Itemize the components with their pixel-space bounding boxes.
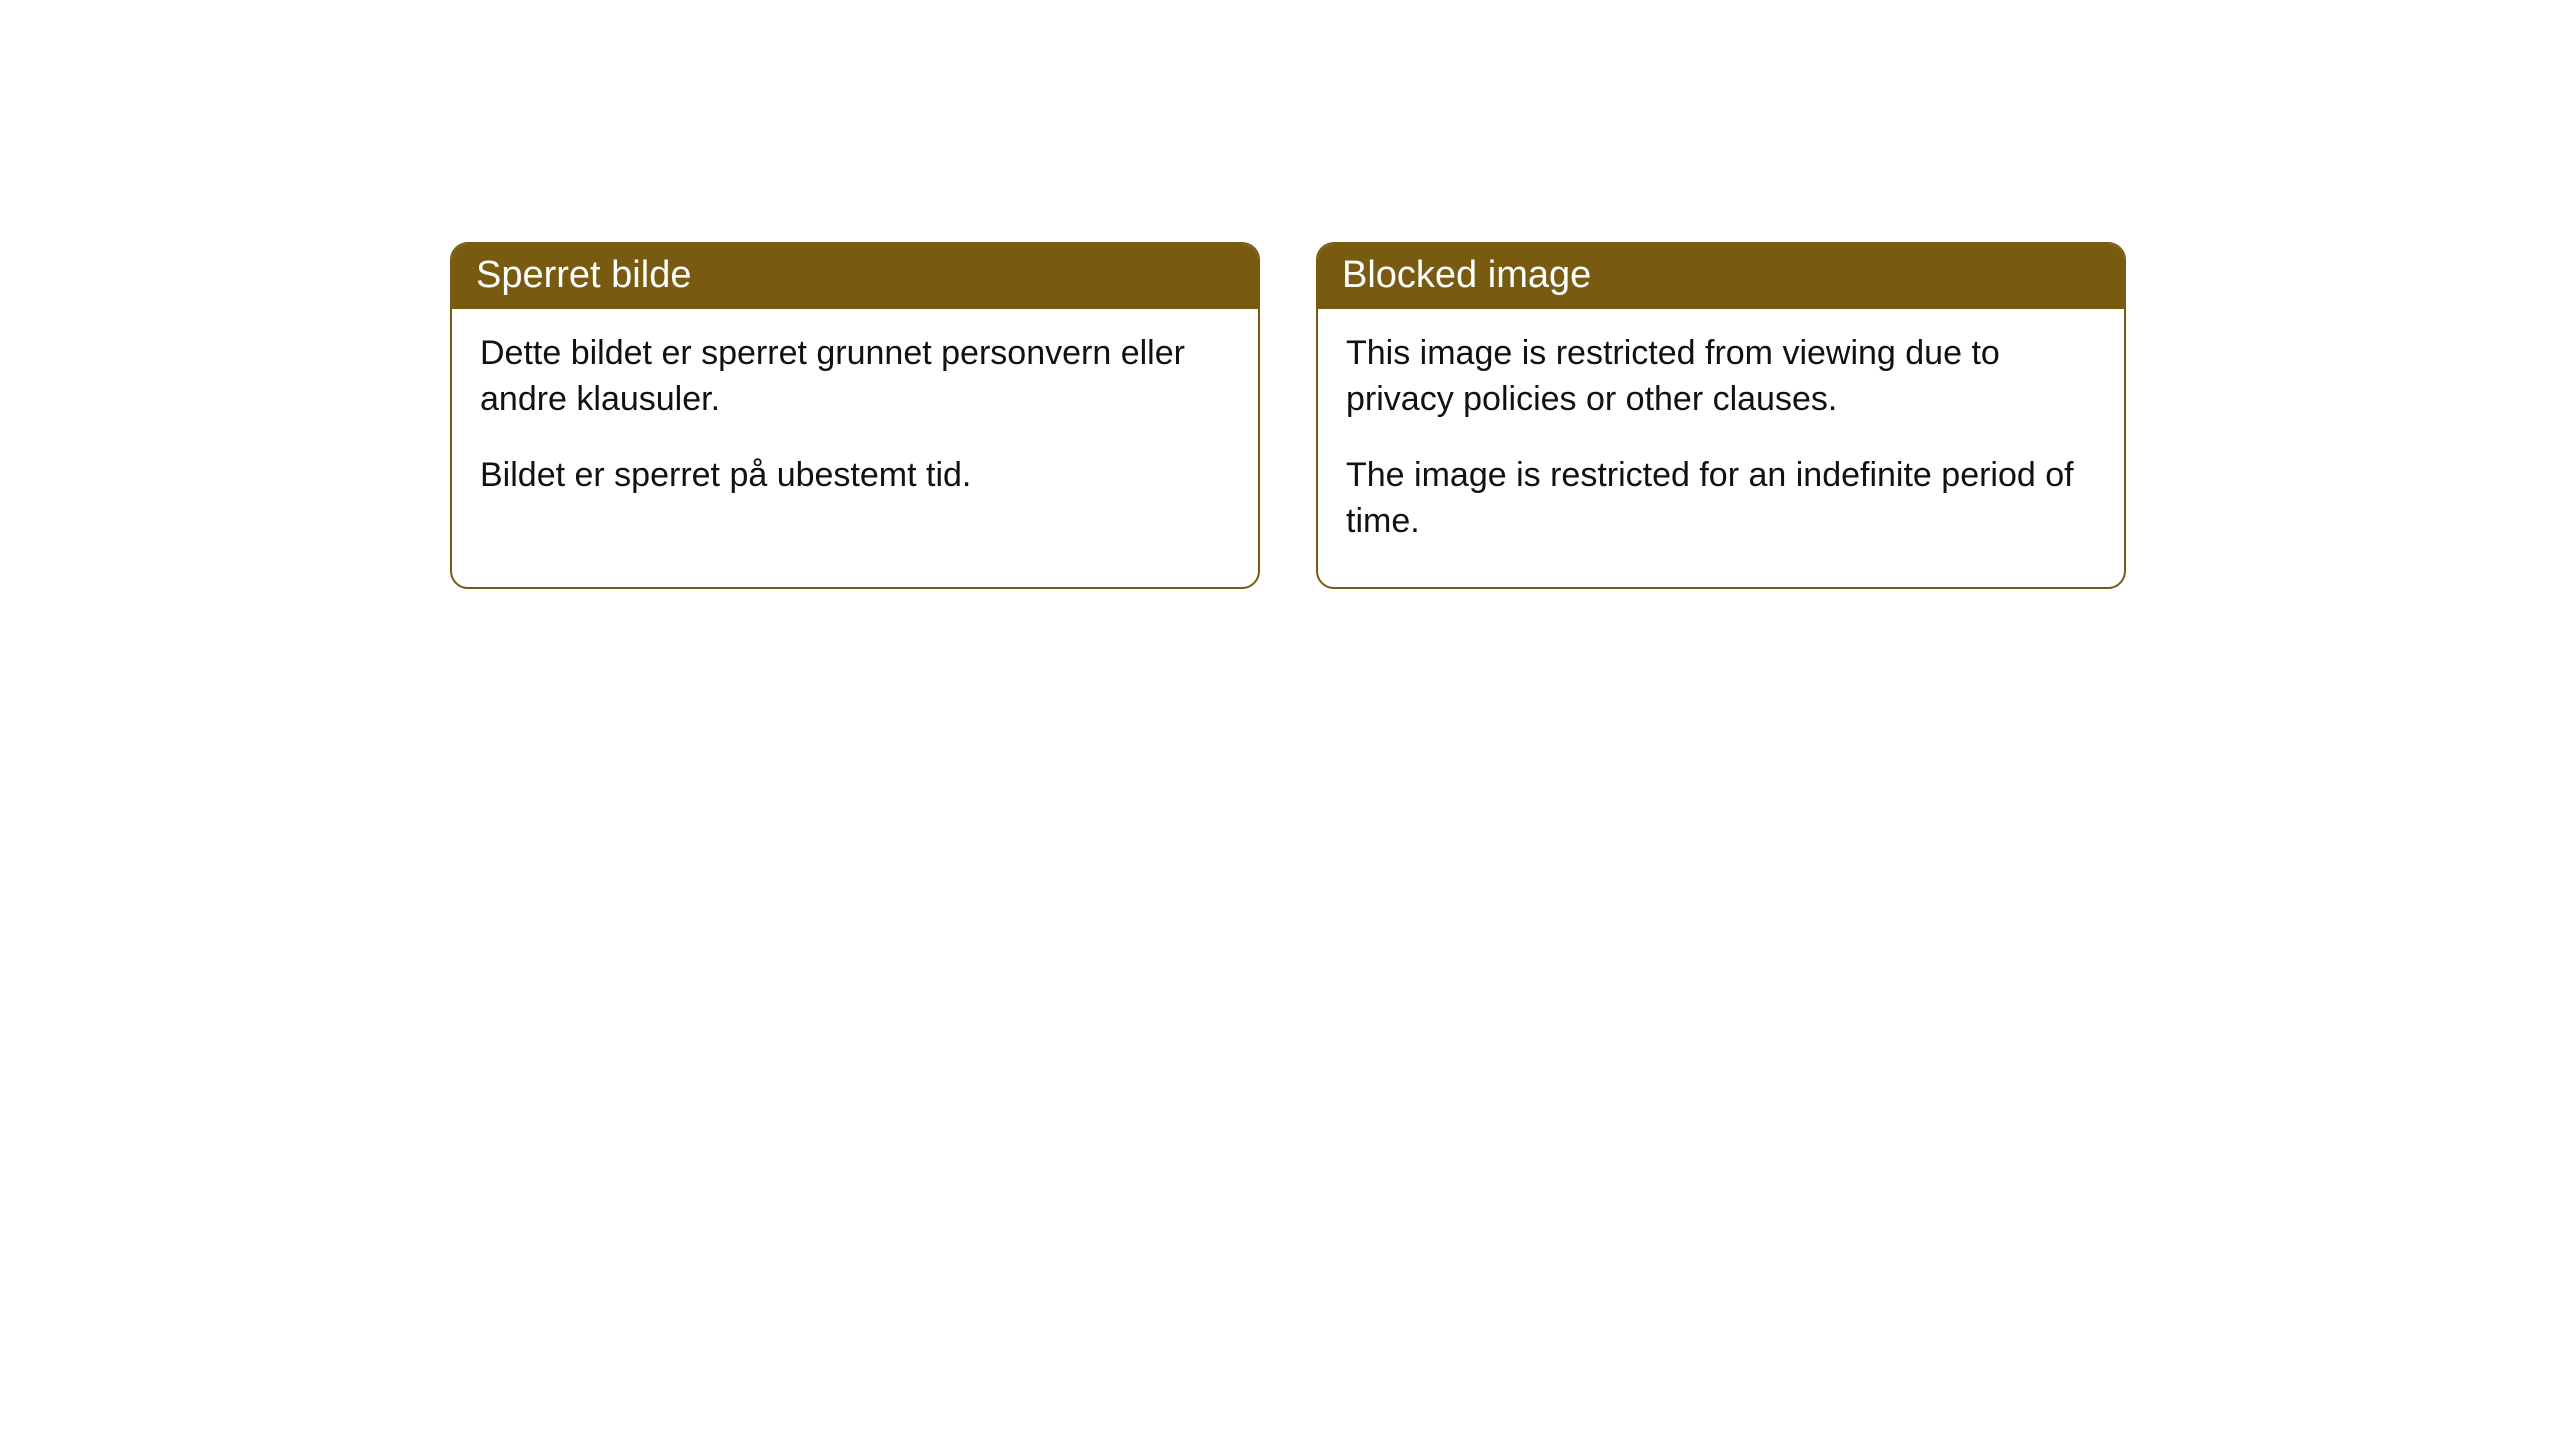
card-body: This image is restricted from viewing du… bbox=[1318, 309, 2124, 587]
card-title: Sperret bilde bbox=[452, 244, 1258, 309]
card-paragraph: The image is restricted for an indefinit… bbox=[1346, 453, 2096, 545]
blocked-image-card-no: Sperret bilde Dette bildet er sperret gr… bbox=[450, 242, 1260, 589]
card-title: Blocked image bbox=[1318, 244, 2124, 309]
blocked-image-card-en: Blocked image This image is restricted f… bbox=[1316, 242, 2126, 589]
card-paragraph: Bildet er sperret på ubestemt tid. bbox=[480, 453, 1230, 499]
card-paragraph: This image is restricted from viewing du… bbox=[1346, 331, 2096, 423]
card-body: Dette bildet er sperret grunnet personve… bbox=[452, 309, 1258, 541]
card-paragraph: Dette bildet er sperret grunnet personve… bbox=[480, 331, 1230, 423]
cards-container: Sperret bilde Dette bildet er sperret gr… bbox=[0, 0, 2560, 589]
